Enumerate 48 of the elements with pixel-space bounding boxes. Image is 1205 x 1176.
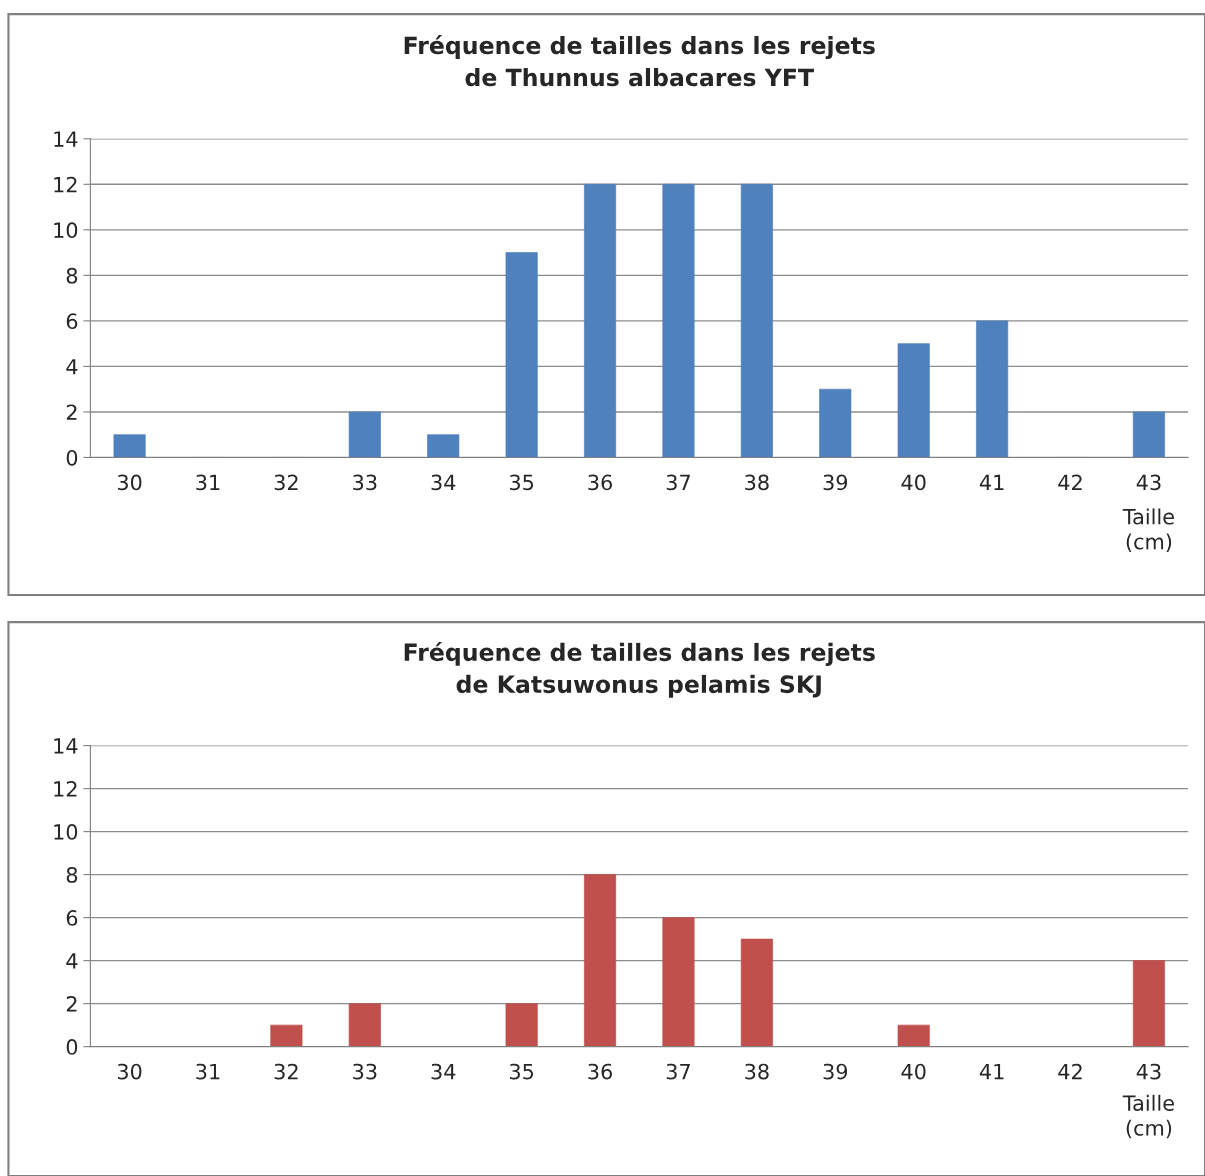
x-tick-label: 43 [1136,1063,1161,1080]
x-tick-label: 35 [509,1063,534,1080]
x-axis-title: Taille (cm) [1122,508,1174,552]
y-tick-label: 12 [54,781,77,797]
y-tick-label: 8 [66,867,78,883]
x-tick-label: 37 [666,1063,690,1080]
y-tick-label: 14 [54,131,78,147]
x-tick-label: 41 [979,474,1004,490]
y-tick-label: 0 [66,1039,78,1055]
x-tick-label: 36 [588,474,612,491]
y-tick-label: 6 [66,910,78,926]
x-tick-label: 40 [901,474,926,491]
x-tick-label: 42 [1058,1063,1082,1080]
x-tick-label: 33 [353,1063,377,1080]
y-tick-label: 2 [66,996,77,1012]
x-tick-label: 34 [431,474,456,491]
y-tick-label: 4 [66,359,78,375]
x-tick-label: 40 [901,1063,926,1080]
chart-title: Fréquence de tailles dans les rejets de Thunnus albacares YFT [404,35,875,87]
y-tick-label: 14 [54,738,78,754]
x-tick-label: 31 [196,474,220,491]
y-tick-label: 8 [66,267,78,284]
x-tick-label: 32 [274,474,298,491]
x-tick-label: 43 [1136,474,1161,491]
x-tick-label: 33 [353,474,377,491]
y-tick-label: 2 [66,404,77,420]
chart-title: Fréquence de tailles dans les rejets de Katsuwonus pelamis SKJ [404,641,875,698]
x-tick-label: 30 [117,474,142,491]
x-tick-label: 35 [509,474,534,491]
x-tick-label: 41 [979,1063,1004,1080]
x-tick-label: 37 [666,474,690,491]
x-axis-title: Taille (cm) [1122,1094,1174,1139]
y-tick-label: 6 [66,313,78,330]
x-tick-label: 30 [117,1063,142,1080]
x-tick-label: 39 [823,1063,848,1080]
x-tick-label: 42 [1058,474,1082,490]
y-tick-label: 10 [54,824,78,840]
x-tick-label: 36 [588,1063,612,1080]
x-tick-label: 31 [196,1063,220,1080]
y-tick-label: 4 [66,953,78,969]
x-tick-label: 32 [274,1063,298,1080]
y-tick-label: 12 [54,176,77,193]
x-tick-label: 34 [431,1063,456,1080]
y-tick-label: 10 [54,222,78,239]
x-tick-label: 38 [745,474,769,491]
x-tick-label: 38 [745,1063,769,1080]
x-tick-label: 39 [823,474,848,491]
y-tick-label: 0 [66,449,78,466]
